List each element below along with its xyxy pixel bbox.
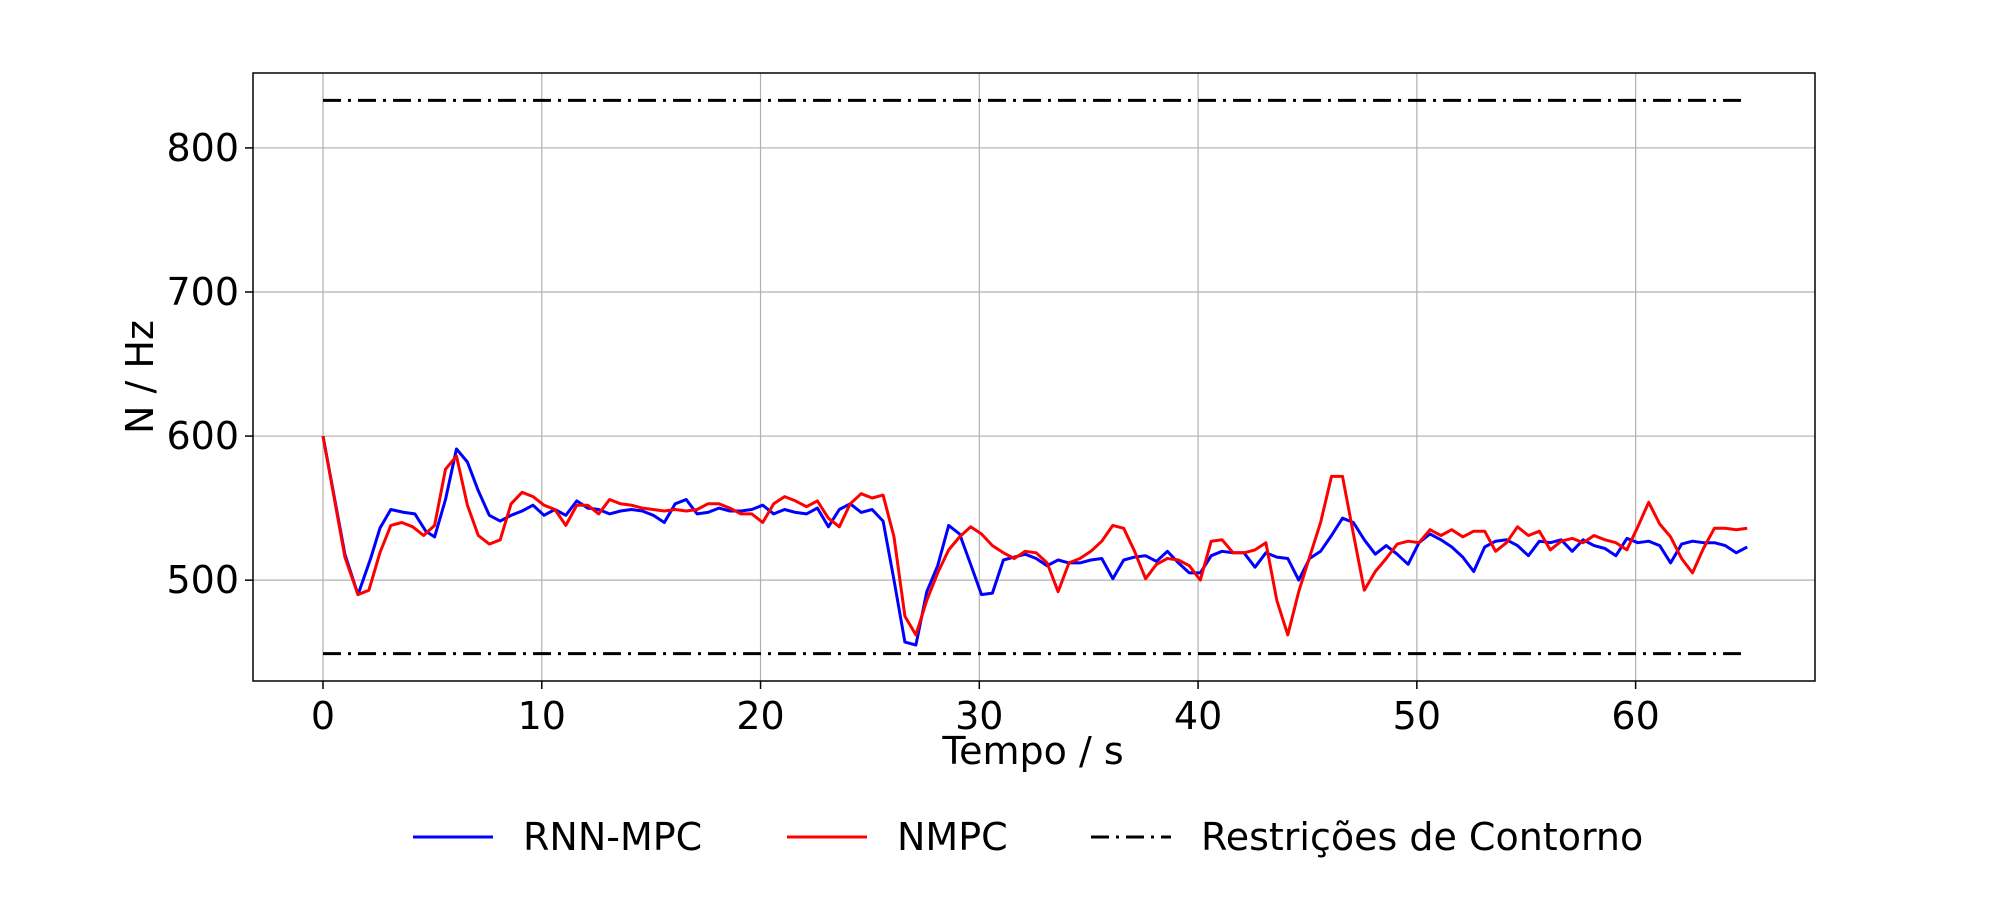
- plot-area-frame: [252, 72, 1816, 682]
- y-tick-label: 700: [166, 270, 239, 314]
- x-tick-label: 0: [311, 694, 335, 738]
- y-tick-label: 500: [166, 558, 239, 602]
- axis-ticks: 0 10 20 30 40 50 60 500 600 700 800: [166, 126, 1659, 738]
- x-tick-label: 50: [1393, 694, 1441, 738]
- x-tick-label: 20: [736, 694, 784, 738]
- y-axis-label: N / Hz: [118, 320, 162, 434]
- data-series: [321, 98, 1748, 656]
- series-line-rnn-mpc: [321, 435, 1748, 647]
- legend: RNN-MPC NMPC Restrições de Contorno: [413, 815, 1643, 859]
- y-tick-label: 800: [166, 126, 239, 170]
- y-tick-label: 600: [166, 414, 239, 458]
- x-tick-label: 10: [518, 694, 566, 738]
- x-tick-label: 30: [955, 694, 1003, 738]
- x-tick-label: 40: [1174, 694, 1222, 738]
- legend-label-rnn-mpc: RNN-MPC: [523, 815, 702, 859]
- legend-label-nmpc: NMPC: [897, 815, 1008, 859]
- x-tick-label: 60: [1611, 694, 1659, 738]
- x-axis-label: Tempo / s: [941, 729, 1123, 773]
- grid-lines: [253, 73, 1815, 681]
- legend-label-restricoes-de-contorno: Restrições de Contorno: [1201, 815, 1643, 859]
- series-line-nmpc: [321, 435, 1748, 637]
